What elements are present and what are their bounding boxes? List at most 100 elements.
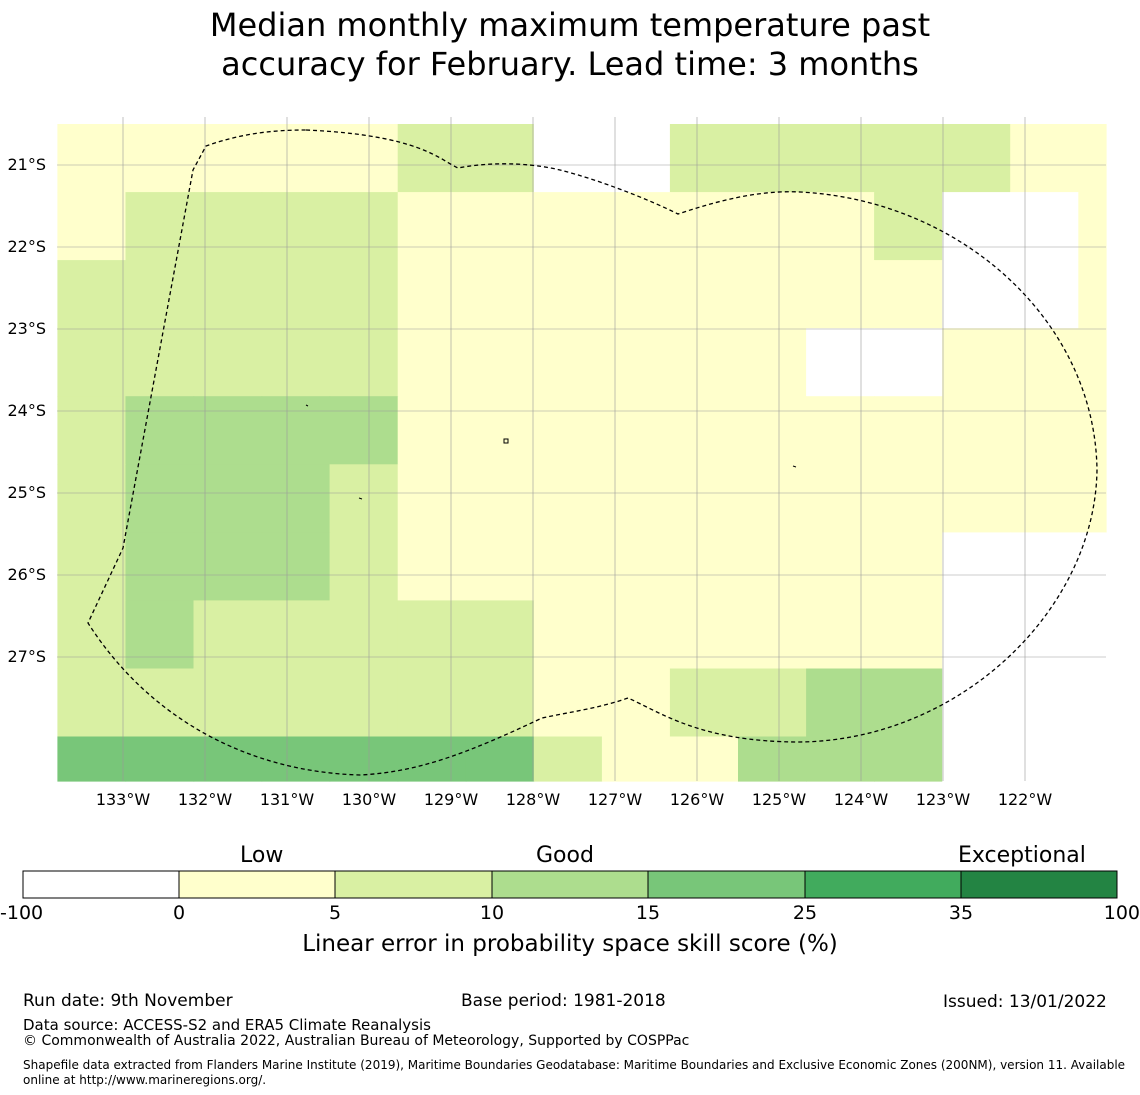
grid-cell (125, 124, 195, 193)
lat-label: 25°S (7, 483, 46, 502)
grid-cell (533, 124, 603, 193)
grid-cell (942, 736, 1011, 782)
shapefile-credit-line-2: online at http://www.marineregions.org/. (23, 1073, 267, 1087)
grid-cell (1010, 736, 1079, 782)
grid-cell (874, 192, 943, 261)
grid-cell (669, 600, 739, 670)
grid-cell (874, 124, 943, 193)
colorbar-category-low: Low (240, 843, 284, 868)
lat-label: 24°S (7, 401, 46, 420)
grid-cell (874, 328, 943, 397)
grid-cell (125, 464, 195, 533)
grid-cell (57, 532, 127, 602)
grid-cell (601, 464, 671, 533)
grid-cell (1010, 396, 1079, 465)
lon-label: 125°W (751, 790, 807, 809)
grid-cell (669, 464, 739, 533)
grid-cell (1010, 532, 1079, 602)
colorbar-segment (805, 871, 961, 898)
grid-cell (125, 668, 195, 738)
grid-cell (738, 396, 807, 465)
grid-cell (533, 260, 603, 329)
grid-cell (874, 668, 943, 738)
grid-cell (193, 396, 263, 465)
grid-cell (738, 464, 807, 533)
grid-cell (738, 600, 807, 670)
grid-cell (125, 736, 195, 782)
grid-cell (397, 396, 467, 465)
grid-cell (329, 396, 399, 465)
grid-cell (329, 260, 399, 329)
grid-cell (601, 124, 671, 193)
grid-cell (1078, 736, 1107, 782)
grid-cell (125, 532, 195, 602)
grid-cell (465, 736, 535, 782)
grid-cell (57, 260, 127, 329)
island-outline (503, 438, 509, 444)
grid-cell (601, 532, 671, 602)
grid-cell (874, 736, 943, 782)
grid-cell (465, 328, 535, 397)
grid-cell (329, 464, 399, 533)
grid-cell (397, 328, 467, 397)
grid-cell (465, 124, 535, 193)
grid-cell (465, 192, 535, 261)
colorbar-category-exceptional: Exceptional (958, 843, 1086, 868)
grid-cell (1078, 124, 1107, 193)
colorbar-tick: 35 (948, 902, 974, 924)
colorbar-segment (492, 871, 648, 898)
grid-cell (465, 600, 535, 670)
grid-cell (193, 124, 263, 193)
grid-cell (669, 532, 739, 602)
grid-cell (738, 532, 807, 602)
grid-cell (806, 328, 875, 397)
colorbar-tick: 15 (635, 902, 661, 924)
grid-cell (533, 328, 603, 397)
grid-cell (1010, 124, 1079, 193)
grid-cell (57, 600, 127, 670)
grid-cell (806, 668, 875, 738)
grid-cell (1078, 464, 1107, 533)
grid-cell (125, 396, 195, 465)
colorbar-tick: 10 (479, 902, 505, 924)
grid-cell (533, 600, 603, 670)
grid-cell (806, 464, 875, 533)
grid-cell (125, 192, 195, 261)
colorbar-label: Linear error in probability space skill … (302, 931, 838, 957)
grid-cell (193, 464, 263, 533)
grid-cell (806, 124, 875, 193)
grid-cell (1010, 464, 1079, 533)
skill-score-map (57, 117, 1107, 782)
grid-cell (193, 192, 263, 261)
lon-label: 127°W (587, 790, 643, 809)
grid-cell (57, 192, 127, 261)
colorbar-tick: 100 (1103, 902, 1140, 924)
grid-cell (601, 328, 671, 397)
grid-cell (942, 328, 1011, 397)
grid-cell (329, 532, 399, 602)
grid-cell (874, 464, 943, 533)
grid-cell (874, 260, 943, 329)
run-date: Run date: 9th November (23, 991, 233, 1011)
grid-cell (533, 668, 603, 738)
grid-cell (57, 396, 127, 465)
grid-cell (942, 124, 1011, 193)
grid-cell (601, 260, 671, 329)
grid-cell (806, 192, 875, 261)
eez-boundary (87, 129, 1098, 776)
grid-cell (397, 668, 467, 738)
grid-cell (261, 600, 331, 670)
lon-label: 129°W (423, 790, 479, 809)
grid-cell (57, 464, 127, 533)
grid-cell (397, 600, 467, 670)
colorbar-tick: 5 (328, 902, 342, 924)
colorbar (22, 870, 1118, 899)
grid-cell (533, 736, 603, 782)
shapefile-credit-line-1: Shapefile data extracted from Flanders M… (23, 1058, 1126, 1072)
grid-cell (125, 260, 195, 329)
grid-cell (329, 600, 399, 670)
grid-cell (601, 736, 671, 782)
grid-cell (1078, 532, 1107, 602)
grid-cell (738, 736, 807, 782)
lon-label: 124°W (833, 790, 889, 809)
